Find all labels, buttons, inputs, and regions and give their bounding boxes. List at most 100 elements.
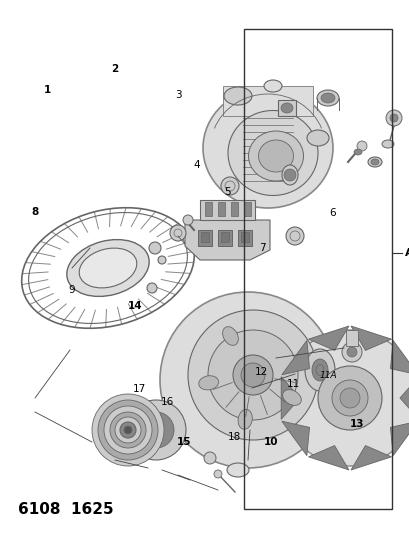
Polygon shape <box>308 326 348 350</box>
Ellipse shape <box>227 463 248 477</box>
Circle shape <box>317 366 381 430</box>
Ellipse shape <box>223 87 252 105</box>
Circle shape <box>115 417 141 443</box>
Circle shape <box>356 141 366 151</box>
Circle shape <box>148 242 161 254</box>
Ellipse shape <box>306 130 328 146</box>
Circle shape <box>124 426 132 434</box>
Polygon shape <box>308 446 348 470</box>
Text: 1: 1 <box>43 85 51 94</box>
Ellipse shape <box>198 376 218 390</box>
Bar <box>200 200 254 220</box>
Ellipse shape <box>353 149 361 155</box>
Bar <box>277 100 295 116</box>
Text: 11A: 11A <box>319 372 336 380</box>
Text: 18: 18 <box>227 432 240 442</box>
Text: 6: 6 <box>328 208 335 218</box>
Circle shape <box>346 347 356 357</box>
Ellipse shape <box>280 103 292 113</box>
Circle shape <box>170 225 186 241</box>
Circle shape <box>283 169 295 181</box>
Circle shape <box>331 380 367 416</box>
Text: A: A <box>404 248 409 258</box>
Ellipse shape <box>281 165 297 185</box>
Bar <box>200 232 209 242</box>
Ellipse shape <box>227 110 317 196</box>
Text: 3: 3 <box>175 90 181 100</box>
Bar <box>345 330 357 346</box>
Text: 12: 12 <box>254 367 267 377</box>
Ellipse shape <box>79 248 137 288</box>
Circle shape <box>285 227 303 245</box>
Ellipse shape <box>67 239 149 296</box>
Bar <box>240 232 248 242</box>
Ellipse shape <box>381 140 393 148</box>
Text: 13: 13 <box>348 419 363 429</box>
Ellipse shape <box>316 90 338 106</box>
Circle shape <box>157 256 166 264</box>
Text: 6108  1625: 6108 1625 <box>18 502 114 516</box>
Polygon shape <box>184 220 270 260</box>
Text: 9: 9 <box>68 286 75 295</box>
Polygon shape <box>281 341 309 375</box>
Bar <box>243 29 391 509</box>
Text: 14: 14 <box>128 302 142 311</box>
Text: 10: 10 <box>263 438 277 447</box>
Bar <box>237 230 252 246</box>
Text: 15: 15 <box>176 438 191 447</box>
Circle shape <box>120 422 136 438</box>
Polygon shape <box>350 446 391 470</box>
Text: 11: 11 <box>286 379 299 389</box>
Ellipse shape <box>238 409 252 429</box>
Ellipse shape <box>320 93 334 103</box>
Ellipse shape <box>315 365 323 376</box>
Circle shape <box>138 412 173 448</box>
Text: 4: 4 <box>193 160 200 170</box>
Ellipse shape <box>311 359 327 381</box>
Circle shape <box>160 292 335 468</box>
Circle shape <box>104 406 152 454</box>
Polygon shape <box>389 341 409 375</box>
Polygon shape <box>399 377 409 419</box>
Circle shape <box>182 215 193 225</box>
Ellipse shape <box>258 140 293 172</box>
Circle shape <box>204 452 216 464</box>
Bar <box>220 232 229 242</box>
Polygon shape <box>281 377 299 419</box>
Bar <box>218 230 231 246</box>
Circle shape <box>389 114 397 122</box>
Circle shape <box>98 400 157 460</box>
Circle shape <box>92 394 164 466</box>
Bar <box>230 202 237 216</box>
Circle shape <box>213 470 221 478</box>
Ellipse shape <box>222 327 238 345</box>
Ellipse shape <box>325 377 345 393</box>
Circle shape <box>240 363 264 387</box>
Ellipse shape <box>282 390 301 406</box>
Ellipse shape <box>202 88 332 208</box>
Circle shape <box>207 330 297 420</box>
Text: 16: 16 <box>160 398 173 407</box>
Circle shape <box>126 400 186 460</box>
Circle shape <box>220 177 238 195</box>
Circle shape <box>281 330 409 466</box>
Ellipse shape <box>248 131 303 181</box>
Text: 7: 7 <box>258 243 265 253</box>
Text: 2: 2 <box>111 64 118 74</box>
Circle shape <box>188 310 317 440</box>
Ellipse shape <box>367 157 381 167</box>
Circle shape <box>232 355 272 395</box>
Polygon shape <box>389 421 409 456</box>
Circle shape <box>147 283 157 293</box>
Bar <box>222 86 312 116</box>
Polygon shape <box>281 421 309 456</box>
Ellipse shape <box>304 349 334 391</box>
Ellipse shape <box>370 159 378 165</box>
Circle shape <box>341 342 361 362</box>
Bar <box>198 230 211 246</box>
Ellipse shape <box>263 80 281 92</box>
Text: 8: 8 <box>31 207 38 217</box>
Text: 17: 17 <box>133 384 146 394</box>
Circle shape <box>339 388 359 408</box>
Polygon shape <box>350 326 391 350</box>
